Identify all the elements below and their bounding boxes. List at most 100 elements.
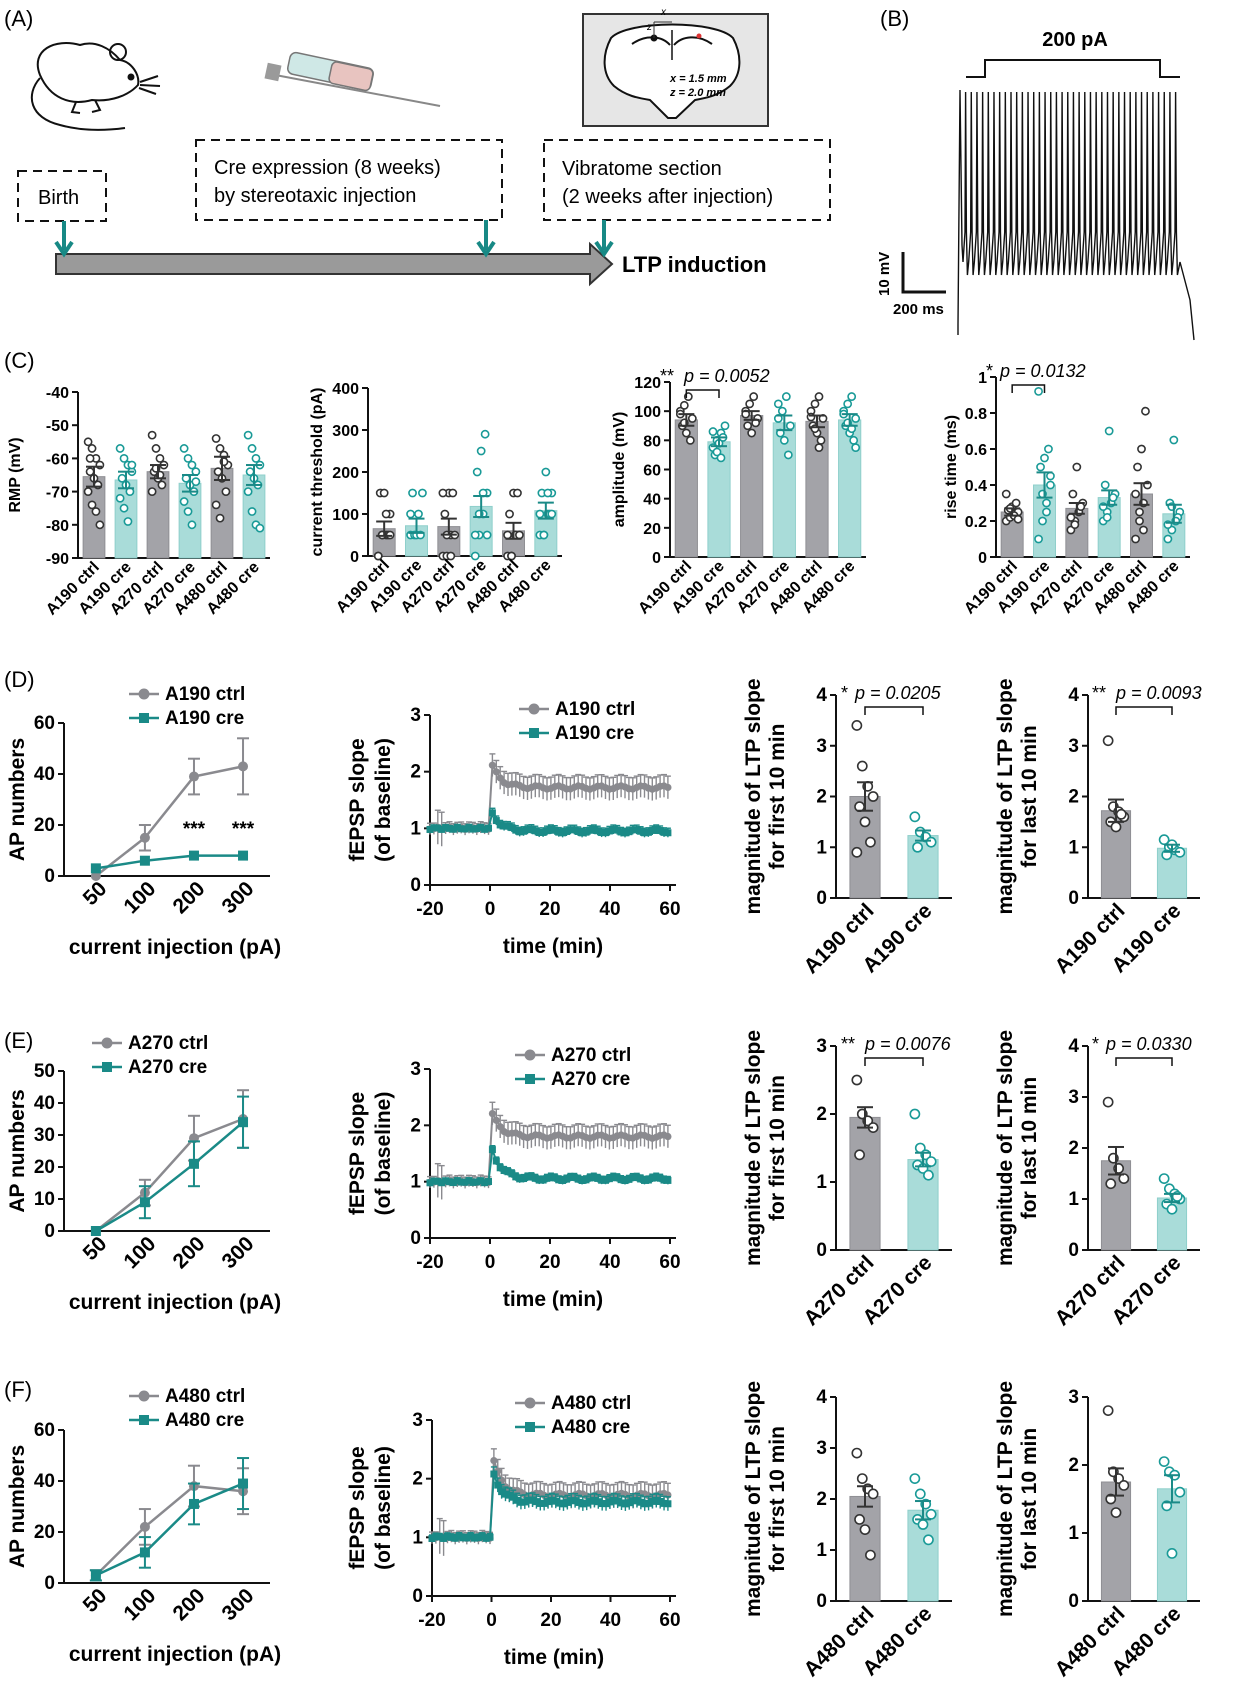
data-point [1135,516,1144,526]
data-point [436,1533,444,1541]
data-point [851,1074,863,1086]
data-point [414,509,423,519]
data-point [856,1473,868,1484]
y-tick-label: 0 [44,866,55,887]
data-point [455,1532,463,1540]
data-point [1102,1096,1114,1108]
data-point [555,1176,563,1184]
x-tick-label: 50 [79,877,112,910]
data-point [679,400,689,410]
data-point [1166,1548,1178,1559]
data-point [459,1534,467,1542]
data-point [504,1168,512,1176]
y-axis-label: AP numbers [6,1089,29,1212]
y-tick-label: 4 [816,685,827,706]
data-point [426,825,434,833]
x-tick-label: 300 [218,877,259,918]
y-tick-label: 1 [1068,1189,1079,1210]
data-point [1110,821,1122,833]
data-point [614,1497,622,1505]
y-axis-label: magnitude of LTP slopefor first 10 min [742,1381,789,1617]
data-point [91,507,101,516]
chart-E_last: 0 1 2 3 4 magnitude of LTP slopefor last 10 m… [994,1030,1200,1330]
data-point [859,1524,871,1535]
x-tick-label: 0 [485,899,496,920]
data-point [496,1123,504,1131]
data-point [1038,516,1047,526]
y-tick-label: 0 [412,1586,423,1607]
y-tick-label: 200 [332,465,359,482]
data-point [492,1157,500,1165]
data-point [641,829,648,837]
y-tick-label: 0 [410,875,421,896]
data-point [513,1496,521,1504]
data-point [648,1174,656,1182]
data-point [481,1179,489,1187]
data-point [465,1177,473,1185]
panel-label-f: (F) [4,1377,32,1402]
data-point [856,760,868,772]
data-point [859,816,871,828]
x-tick-label: 300 [218,1584,259,1625]
y-tick-label: 3 [412,1410,423,1431]
bar [849,796,881,899]
data-point [408,488,417,498]
data-point [547,1173,555,1181]
data-point [119,503,129,513]
data-point [660,1499,668,1507]
data-point [485,824,492,832]
y-tick-label: -70 [46,485,69,502]
y-tick-label: 2 [816,787,827,808]
data-point [773,399,783,409]
data-point [379,488,389,498]
y-tick-label: -50 [46,418,69,435]
data-point [503,530,512,540]
data-point [563,1175,570,1183]
data-point [570,826,578,834]
y-tick-label: 3 [1068,1387,1079,1408]
data-point [629,1174,637,1182]
data-point [179,497,189,506]
y-tick-label: 1 [412,1527,423,1548]
data-point [613,826,621,834]
data-point [909,1108,921,1120]
data-point [243,487,253,496]
data-point [851,720,863,731]
y-tick-label: 1 [816,1540,827,1561]
data-point [440,509,450,519]
data-point [566,826,574,834]
data-point [708,427,718,436]
data-point [1158,1456,1170,1467]
legend-marker-circle [524,1397,536,1409]
data-point [434,824,442,832]
y-tick-label: 20 [643,521,661,538]
data-point [1102,513,1112,522]
data-point [617,1176,625,1184]
y-tick-label: 3 [1068,1087,1079,1108]
data-point [496,774,504,782]
data-point [473,825,481,833]
significance-p: p = 0.0205 [854,683,942,703]
data-point [517,1498,525,1506]
legend-label: A190 ctrl [165,684,245,705]
data-point [543,488,553,498]
data-point [625,1499,633,1507]
data-point [440,1534,448,1542]
data-point [598,1500,606,1508]
panel-label-d: (D) [4,667,35,692]
data-point [188,1498,199,1509]
scale-bar: 10 mV 200 ms [876,252,946,318]
y-axis-label: fEPSP slope (of baseline) [346,1446,395,1570]
data-point [1131,489,1140,499]
data-point [540,1499,548,1507]
data-point [598,1176,606,1184]
significance-stars: * [1092,1034,1099,1054]
data-point [570,1173,578,1181]
data-point [490,1470,498,1478]
x-axis-label: time (min) [504,1646,604,1669]
data-point [574,1175,582,1183]
data-point [783,450,793,460]
data-point [590,1496,598,1504]
data-point [687,414,697,423]
data-point [629,826,637,834]
